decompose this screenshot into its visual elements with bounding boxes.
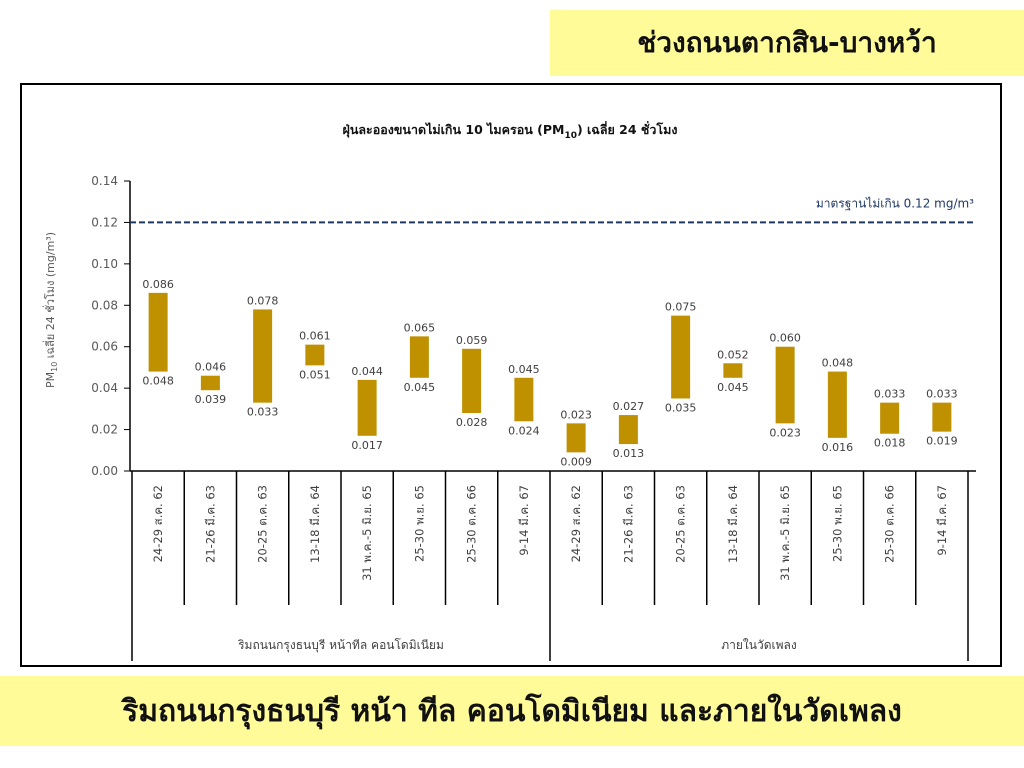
max-value-label: 0.078 xyxy=(247,294,279,307)
chart-frame: ฝุ่นละอองขนาดไม่เกิน 10 ไมครอน (PM10) เฉ… xyxy=(20,83,1002,667)
max-value-label: 0.046 xyxy=(195,361,227,374)
category-label: 9-14 มี.ค. 67 xyxy=(935,485,949,556)
top-banner: ช่วงถนนตากสิน-บางหว้า xyxy=(550,10,1024,76)
y-tick-label: 0.06 xyxy=(91,340,118,354)
range-bar xyxy=(671,315,691,399)
max-value-label: 0.086 xyxy=(142,278,174,291)
category-label: 24-29 ส.ค. 62 xyxy=(151,485,165,562)
max-value-label: 0.065 xyxy=(404,321,436,334)
category-label: 21-26 มี.ค. 63 xyxy=(621,485,635,563)
range-bar xyxy=(566,423,586,453)
pm10-range-chart: ฝุ่นละอองขนาดไม่เกิน 10 ไมครอน (PM10) เฉ… xyxy=(42,121,976,661)
range-bar xyxy=(723,363,743,378)
y-tick-label: 0.02 xyxy=(91,423,118,437)
category-label: 13-18 มี.ค. 64 xyxy=(308,485,322,563)
range-bar xyxy=(514,377,534,422)
category-label: 25-30 ต.ค. 66 xyxy=(465,485,479,563)
y-tick-label: 0.00 xyxy=(91,464,118,478)
category-label: 31 พ.ค.-5 มิ.ย. 65 xyxy=(360,485,374,581)
range-bar xyxy=(880,402,900,434)
min-value-label: 0.048 xyxy=(142,375,174,388)
y-axis: 0.00 0.02 0.04 0.06 0.08 0.10 0.12 0.14 xyxy=(91,174,131,478)
standard-label: มาตรฐานไม่เกิน 0.12 mg/m³ xyxy=(816,196,974,210)
category-label: 24-29 ส.ค. 62 xyxy=(569,485,583,562)
category-label: 21-26 มี.ค. 63 xyxy=(203,485,217,563)
group-label: ภายในวัดเพลง xyxy=(721,638,797,652)
category-label: 20-25 ต.ค. 63 xyxy=(674,485,688,563)
bottom-banner-text: ริมถนนกรุงธนบุรี หน้า ทีล คอนโดมิเนียม แ… xyxy=(122,693,902,729)
range-bar xyxy=(305,344,325,366)
y-tick-label: 0.10 xyxy=(91,257,118,271)
min-value-label: 0.009 xyxy=(560,455,592,468)
min-value-label: 0.019 xyxy=(926,435,958,448)
min-value-label: 0.018 xyxy=(874,437,906,450)
range-bar xyxy=(462,348,482,413)
min-value-label: 0.023 xyxy=(769,426,801,439)
max-value-label: 0.023 xyxy=(560,408,592,421)
range-bar xyxy=(932,402,952,432)
category-label: 20-25 ต.ค. 63 xyxy=(256,485,270,563)
range-bar xyxy=(357,379,377,436)
range-bar xyxy=(409,336,429,378)
min-value-label: 0.045 xyxy=(717,381,749,394)
min-value-label: 0.028 xyxy=(456,416,488,429)
max-value-label: 0.052 xyxy=(717,348,749,361)
min-value-label: 0.051 xyxy=(299,368,331,381)
max-value-label: 0.045 xyxy=(508,363,540,376)
max-value-label: 0.044 xyxy=(351,365,383,378)
category-label: 9-14 มี.ค. 67 xyxy=(517,485,531,556)
min-value-label: 0.017 xyxy=(351,439,383,452)
max-value-label: 0.048 xyxy=(822,357,854,370)
max-value-label: 0.059 xyxy=(456,334,488,347)
max-value-label: 0.033 xyxy=(874,388,906,401)
y-tick-label: 0.14 xyxy=(91,174,118,188)
min-value-label: 0.039 xyxy=(195,393,227,406)
top-banner-text: ช่วงถนนตากสิน-บางหว้า xyxy=(637,26,937,59)
min-value-label: 0.024 xyxy=(508,424,540,437)
y-tick-label: 0.04 xyxy=(91,381,118,395)
y-tick-label: 0.08 xyxy=(91,298,118,312)
max-value-label: 0.060 xyxy=(769,332,801,345)
range-bar xyxy=(618,415,638,445)
x-axis: 24-29 ส.ค. 62 21-26 มี.ค. 63 20-25 ต.ค. 63… xyxy=(130,470,976,661)
category-label: 25-30 ต.ค. 66 xyxy=(883,485,897,563)
range-bar xyxy=(827,371,847,438)
max-value-label: 0.061 xyxy=(299,330,331,343)
max-value-label: 0.033 xyxy=(926,388,958,401)
min-value-label: 0.013 xyxy=(613,447,645,460)
chart-title: ฝุ่นละอองขนาดไม่เกิน 10 ไมครอน (PM10) เฉ… xyxy=(343,121,678,141)
y-axis-label: PM10 เฉลี่ย 24 ชั่วโมง (mg/m³) xyxy=(42,232,59,388)
range-bar xyxy=(775,346,795,424)
min-value-label: 0.045 xyxy=(404,381,436,394)
category-label: 25-30 พ.ย. 65 xyxy=(412,485,426,562)
range-bar xyxy=(200,375,220,391)
bars: 0.086 0.048 0.046 0.039 0.078 0.033 0.061 0.051… xyxy=(142,278,957,469)
min-value-label: 0.016 xyxy=(822,441,854,454)
category-label: 13-18 มี.ค. 64 xyxy=(726,485,740,563)
range-bar xyxy=(253,309,273,403)
max-value-label: 0.075 xyxy=(665,301,697,314)
max-value-label: 0.027 xyxy=(613,400,645,413)
standard-line-group: มาตรฐานไม่เกิน 0.12 mg/m³ xyxy=(130,196,976,224)
category-label: 25-30 พ.ย. 65 xyxy=(830,485,844,562)
min-value-label: 0.035 xyxy=(665,402,697,415)
group-label: ริมถนนกรุงธนบุรี หน้าทีล คอนโดมิเนียม xyxy=(238,638,444,653)
range-bar xyxy=(148,292,168,372)
min-value-label: 0.033 xyxy=(247,406,279,419)
bottom-banner: ริมถนนกรุงธนบุรี หน้า ทีล คอนโดมิเนียม แ… xyxy=(0,676,1024,746)
y-tick-label: 0.12 xyxy=(91,215,118,229)
category-label: 31 พ.ค.-5 มิ.ย. 65 xyxy=(778,485,792,581)
